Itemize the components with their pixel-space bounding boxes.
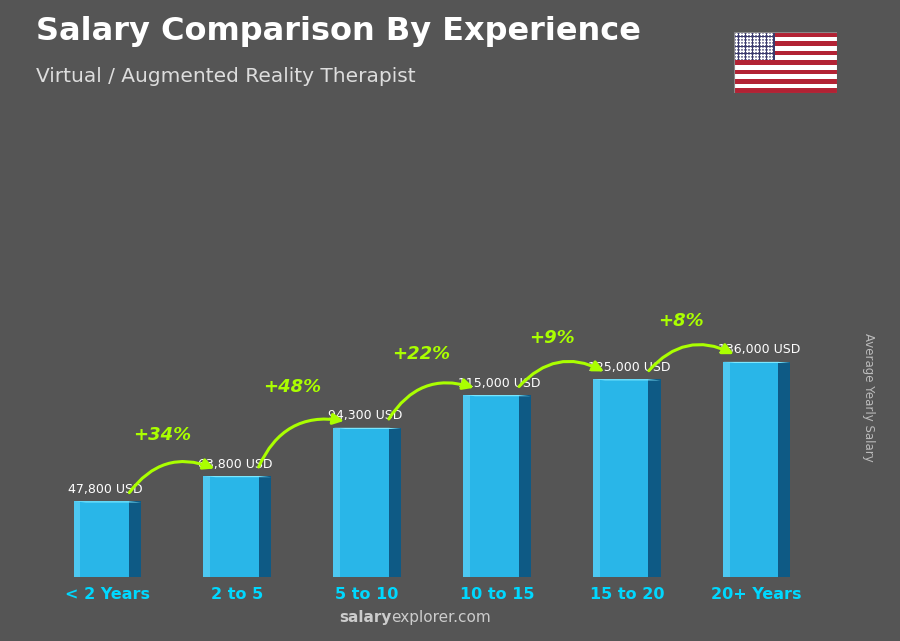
- Bar: [734, 65, 837, 69]
- Bar: [464, 395, 470, 577]
- Text: 125,000 USD: 125,000 USD: [588, 361, 670, 374]
- Bar: [734, 32, 837, 37]
- Polygon shape: [723, 362, 790, 363]
- Text: +9%: +9%: [528, 329, 574, 347]
- Bar: [734, 88, 837, 93]
- Bar: [518, 395, 531, 577]
- Text: 136,000 USD: 136,000 USD: [717, 344, 800, 356]
- Bar: [723, 362, 778, 577]
- Bar: [593, 379, 599, 577]
- Text: salary: salary: [339, 610, 392, 625]
- Bar: [333, 428, 389, 577]
- Bar: [734, 60, 837, 65]
- Bar: [734, 83, 837, 88]
- Bar: [648, 379, 661, 577]
- Bar: [734, 42, 837, 46]
- Text: explorer.com: explorer.com: [392, 610, 491, 625]
- Bar: [593, 379, 648, 577]
- Text: 94,300 USD: 94,300 USD: [328, 410, 402, 422]
- Bar: [74, 501, 80, 577]
- Text: Average Yearly Salary: Average Yearly Salary: [862, 333, 875, 462]
- Polygon shape: [593, 379, 661, 380]
- Polygon shape: [464, 395, 531, 396]
- Bar: [778, 362, 790, 577]
- Text: 63,800 USD: 63,800 USD: [198, 458, 273, 470]
- Bar: [734, 56, 837, 60]
- Bar: [74, 501, 129, 577]
- Bar: [734, 69, 837, 74]
- Bar: [464, 395, 518, 577]
- Text: Salary Comparison By Experience: Salary Comparison By Experience: [36, 16, 641, 47]
- Bar: [203, 476, 259, 577]
- Bar: [259, 476, 271, 577]
- Text: Virtual / Augmented Reality Therapist: Virtual / Augmented Reality Therapist: [36, 67, 416, 87]
- Bar: [734, 79, 837, 83]
- Bar: [203, 476, 211, 577]
- Bar: [734, 32, 775, 60]
- Text: +8%: +8%: [659, 312, 704, 329]
- Bar: [389, 428, 400, 577]
- Text: +34%: +34%: [133, 426, 191, 444]
- Bar: [129, 501, 141, 577]
- Bar: [734, 46, 837, 51]
- Text: +48%: +48%: [263, 378, 320, 395]
- Bar: [734, 74, 837, 79]
- Text: 115,000 USD: 115,000 USD: [458, 377, 541, 390]
- Bar: [333, 428, 340, 577]
- Bar: [723, 362, 730, 577]
- Text: 47,800 USD: 47,800 USD: [68, 483, 143, 496]
- Polygon shape: [74, 501, 141, 503]
- Polygon shape: [203, 476, 271, 477]
- Bar: [734, 51, 837, 56]
- Bar: [734, 37, 837, 42]
- Polygon shape: [333, 428, 400, 429]
- Text: +22%: +22%: [392, 345, 451, 363]
